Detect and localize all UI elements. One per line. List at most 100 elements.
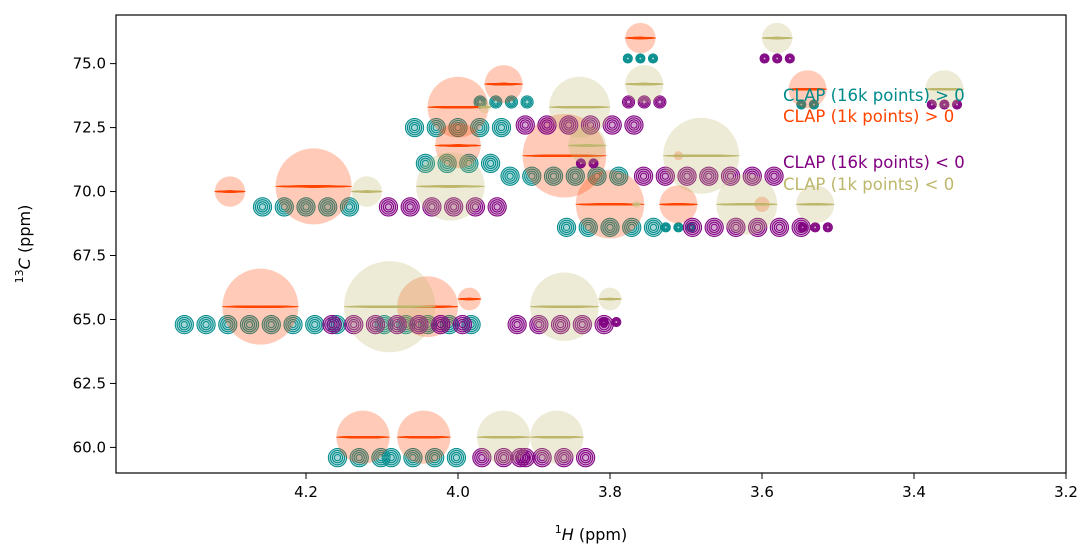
contour-line <box>612 317 621 327</box>
contour-line <box>426 201 438 213</box>
contour-peak <box>788 70 828 109</box>
contour-fill <box>598 287 622 311</box>
contour-line <box>647 221 660 233</box>
contour-line <box>577 105 583 109</box>
plot-frame <box>115 14 1067 474</box>
contour-line <box>382 201 395 213</box>
contour-line <box>263 316 279 333</box>
contour-line <box>684 219 701 235</box>
contour-line <box>571 172 579 180</box>
contour-line <box>796 99 807 110</box>
contour-line <box>437 153 457 174</box>
contour-peak <box>457 287 482 311</box>
contour-line <box>521 96 533 108</box>
contour-line <box>608 121 616 129</box>
contour-line <box>575 158 586 169</box>
contour-peak <box>624 22 657 54</box>
contour-line <box>565 121 573 129</box>
contour-line <box>703 170 715 182</box>
contour-line <box>793 219 809 235</box>
contour-line <box>274 197 294 217</box>
contour-line <box>591 170 603 182</box>
contour-line <box>650 56 656 61</box>
y-tick-label: 70.0 <box>73 183 106 201</box>
contour-line <box>775 56 780 61</box>
contour-line <box>730 221 742 233</box>
contour-line <box>552 316 569 333</box>
contour-line <box>497 452 510 464</box>
contour-line <box>662 224 669 231</box>
contour-line <box>722 168 739 184</box>
contour-line <box>510 448 531 468</box>
contour-line <box>799 224 806 231</box>
contour-line <box>655 98 664 106</box>
contour-line <box>346 316 362 333</box>
contour-fill <box>530 272 599 341</box>
contour-line <box>698 154 705 157</box>
contour-line <box>558 452 570 464</box>
contour-line <box>560 221 573 233</box>
contour-line <box>506 96 517 108</box>
contour-line <box>800 225 805 230</box>
contour-line <box>642 82 647 86</box>
contour-line <box>470 117 490 138</box>
contour-peak <box>214 176 246 207</box>
contour-line <box>424 199 440 215</box>
contour-line <box>809 100 818 109</box>
contour-line <box>267 320 275 329</box>
contour-line <box>942 88 947 91</box>
contour-peak <box>598 316 622 328</box>
contour-peak <box>658 185 698 224</box>
contour-line <box>296 197 316 217</box>
contour-line <box>443 159 451 168</box>
contour-line <box>364 190 369 193</box>
contour-line <box>254 199 271 215</box>
contour-line <box>607 203 613 206</box>
contour-line <box>657 168 673 184</box>
contour-peak <box>795 185 835 224</box>
contour-line <box>252 197 273 217</box>
contour-peak <box>327 448 391 468</box>
contour-line <box>746 170 758 182</box>
contour-line <box>324 203 332 211</box>
contour-peak <box>221 268 299 345</box>
contour-line <box>638 36 643 40</box>
contour-line <box>413 318 425 331</box>
contour-line <box>196 314 216 335</box>
contour-line <box>174 314 194 335</box>
contour-line <box>661 223 670 232</box>
contour-line <box>772 53 783 64</box>
contour-line <box>628 223 636 231</box>
contour-line <box>640 98 649 106</box>
contour-line <box>928 101 935 108</box>
contour-fill <box>575 170 645 239</box>
contour-line <box>799 102 804 107</box>
contour-line <box>775 36 780 40</box>
contour-line <box>519 119 531 131</box>
contour-line <box>300 201 312 213</box>
contour-line <box>606 223 614 231</box>
contour-line <box>523 98 531 106</box>
contour-fill <box>435 122 481 169</box>
contour-line <box>289 320 297 329</box>
contour-line <box>784 53 795 64</box>
contour-line <box>489 199 505 215</box>
contour-line <box>463 316 479 333</box>
contour-line <box>243 318 256 331</box>
contour-line <box>349 448 369 468</box>
contour-line <box>554 448 574 468</box>
contour-line <box>455 144 461 147</box>
contour-line <box>771 219 788 235</box>
contour-line <box>450 452 463 464</box>
contour-fill <box>344 261 436 353</box>
y-tick-label: 72.5 <box>73 119 106 137</box>
contour-line <box>824 224 831 231</box>
contour-line <box>322 201 334 213</box>
contour-peak <box>682 217 811 237</box>
contour-line <box>343 201 356 213</box>
contour-line <box>635 53 646 64</box>
contour-line <box>556 320 565 329</box>
contour-peak <box>515 115 644 135</box>
contour-line <box>769 217 790 237</box>
contour-line <box>514 452 526 464</box>
